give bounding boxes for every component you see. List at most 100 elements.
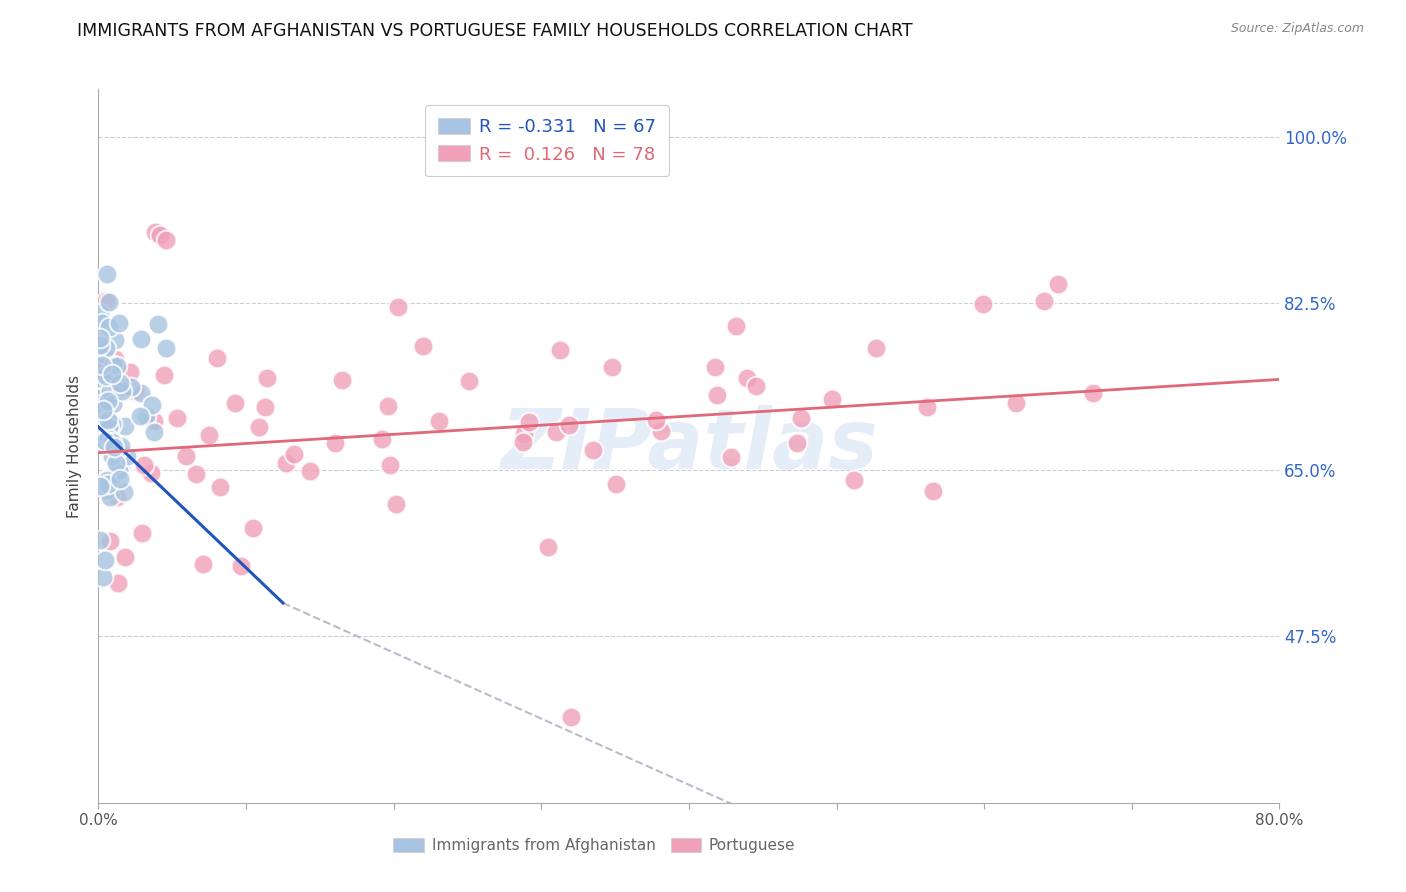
Point [91, 317, 114, 331]
Point [103, 397, 125, 411]
Point [922, 483, 945, 498]
Point [100, 367, 122, 381]
Point [111, 380, 134, 394]
Point [155, 341, 177, 355]
Point [98, 294, 121, 309]
Point [96, 342, 118, 356]
Point [546, 425, 568, 439]
Point [100, 449, 122, 463]
Point [972, 296, 994, 310]
Point [93, 478, 115, 492]
Point [97, 413, 120, 427]
Point [1004, 395, 1026, 409]
Point [100, 475, 122, 490]
Point [89, 392, 111, 407]
Point [720, 450, 742, 465]
Point [725, 318, 748, 333]
Point [143, 414, 166, 428]
Point [114, 419, 136, 434]
Point [111, 384, 134, 399]
Point [146, 317, 169, 331]
Point [107, 442, 129, 457]
Point [96, 267, 118, 281]
Point [93, 347, 115, 361]
Point [94, 434, 117, 448]
Point [142, 425, 165, 440]
Legend: Immigrants from Afghanistan, Portuguese: Immigrants from Afghanistan, Portuguese [387, 832, 801, 859]
Point [105, 491, 128, 505]
Point [101, 359, 124, 373]
Point [98, 320, 121, 334]
Point [110, 459, 132, 474]
Point [247, 420, 270, 434]
Point [114, 549, 136, 564]
Point [104, 351, 127, 366]
Point [325, 435, 347, 450]
Point [91, 403, 114, 417]
Point [89, 330, 111, 344]
Point [135, 409, 157, 423]
Point [91, 358, 114, 372]
Point [330, 373, 353, 387]
Point [560, 710, 582, 724]
Point [644, 413, 666, 427]
Point [865, 341, 887, 355]
Point [209, 480, 232, 494]
Point [274, 456, 297, 470]
Point [224, 395, 246, 409]
Point [91, 570, 114, 584]
Point [139, 466, 162, 480]
Point [96, 473, 118, 487]
Point [97, 393, 120, 408]
Point [229, 558, 252, 573]
Point [512, 435, 534, 450]
Text: Source: ZipAtlas.com: Source: ZipAtlas.com [1230, 22, 1364, 36]
Point [197, 428, 219, 442]
Point [129, 332, 152, 346]
Point [153, 368, 176, 382]
Point [107, 463, 129, 477]
Point [105, 456, 128, 470]
Point [298, 465, 321, 479]
Point [100, 432, 122, 446]
Point [706, 388, 728, 402]
Point [1032, 293, 1054, 308]
Text: ZIPatlas: ZIPatlas [501, 406, 877, 486]
Point [735, 371, 758, 385]
Point [90, 397, 112, 411]
Point [1046, 277, 1070, 292]
Point [1083, 385, 1105, 400]
Point [107, 316, 129, 330]
Point [915, 400, 938, 414]
Point [745, 378, 768, 392]
Point [91, 425, 114, 440]
Point [537, 540, 560, 554]
Point [89, 371, 111, 385]
Point [94, 552, 117, 566]
Point [107, 575, 129, 590]
Point [96, 483, 118, 497]
Point [650, 424, 672, 438]
Point [89, 428, 111, 442]
Point [101, 417, 124, 431]
Point [124, 384, 146, 398]
Point [98, 490, 121, 504]
Point [548, 343, 571, 357]
Point [103, 440, 125, 454]
Point [174, 449, 197, 463]
Point [155, 233, 177, 247]
Point [790, 411, 813, 425]
Point [100, 474, 122, 488]
Point [98, 384, 121, 398]
Point [821, 392, 844, 407]
Point [93, 437, 115, 451]
Point [94, 368, 117, 383]
Point [89, 362, 111, 376]
Point [89, 479, 111, 493]
Point [91, 416, 114, 430]
Point [605, 477, 627, 491]
Point [600, 359, 623, 374]
Point [89, 391, 111, 405]
Point [517, 415, 540, 429]
Point [110, 439, 132, 453]
